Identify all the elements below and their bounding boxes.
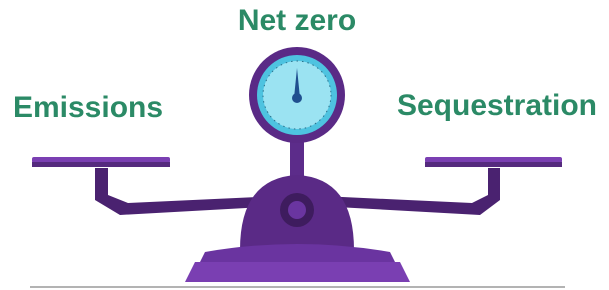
left-label: Emissions [13,91,163,124]
net-zero-scale: Net zero Emissions Sequestration [0,0,609,290]
base-top [200,244,395,262]
center-label: Net zero [238,4,356,37]
right-label: Sequestration [397,89,597,122]
base [185,262,410,282]
gauge [249,47,345,143]
